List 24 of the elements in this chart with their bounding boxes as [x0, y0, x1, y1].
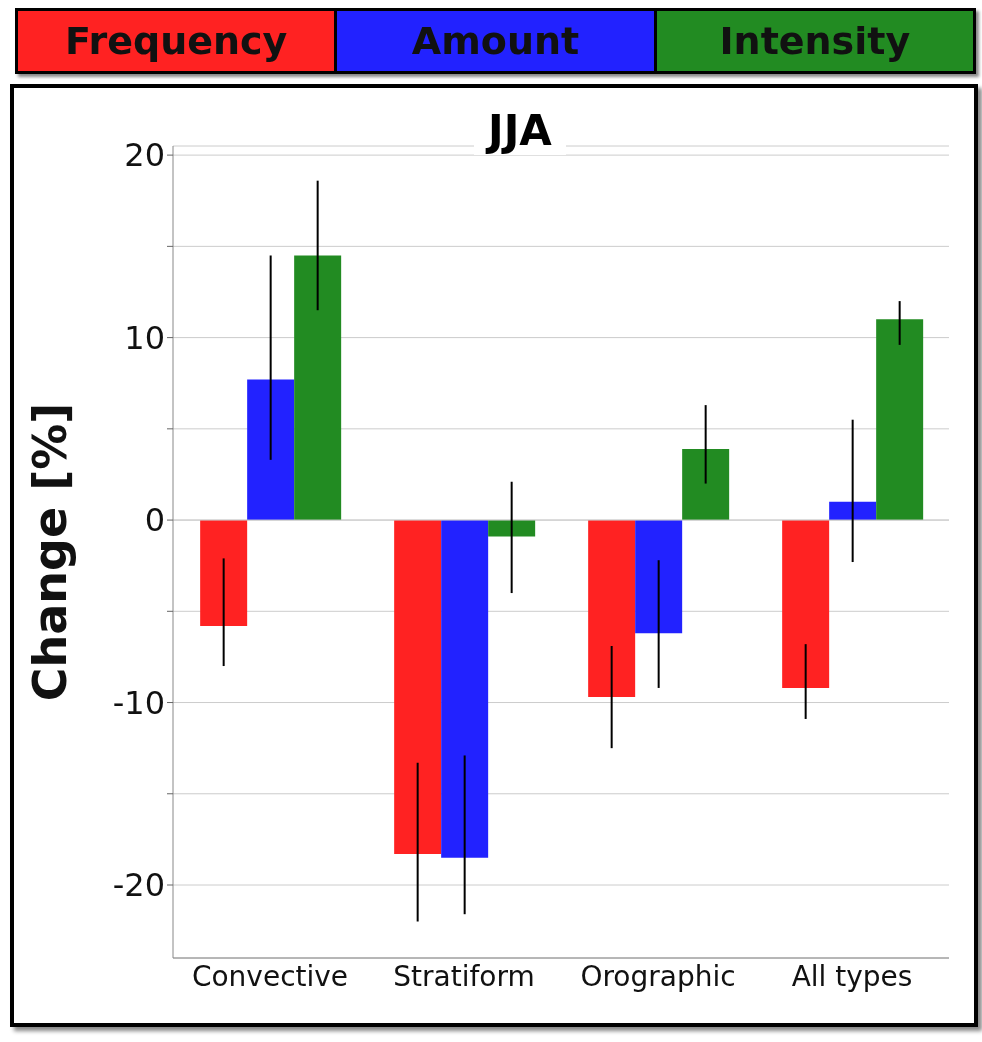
- bar: [782, 520, 830, 688]
- y-tick-label: 10: [124, 318, 165, 357]
- y-axis-title: Change [%]: [23, 402, 78, 702]
- text: Intensity: [653, 11, 973, 71]
- text: Frequency: [18, 11, 335, 71]
- bar: [876, 319, 924, 521]
- bar: [588, 520, 636, 698]
- y-tick-label: -20: [112, 866, 165, 905]
- x-tick-label: All types: [791, 959, 913, 993]
- bar: [247, 379, 295, 521]
- bar: [394, 520, 442, 854]
- chart-title: JJA: [474, 106, 566, 155]
- y-tick-label: 20: [124, 136, 165, 175]
- x-tick-label: Orographic: [580, 959, 736, 993]
- y-tick-label: -10: [112, 683, 165, 722]
- y-tick-label: 0: [144, 501, 165, 540]
- bar: [441, 520, 489, 858]
- bar: [682, 448, 730, 521]
- bar: [294, 255, 342, 521]
- text: Amount: [334, 11, 654, 71]
- bar: [200, 520, 248, 626]
- x-tick-label: Stratiform: [393, 959, 535, 993]
- bar: [635, 520, 683, 634]
- x-tick-label: Convective: [191, 959, 349, 993]
